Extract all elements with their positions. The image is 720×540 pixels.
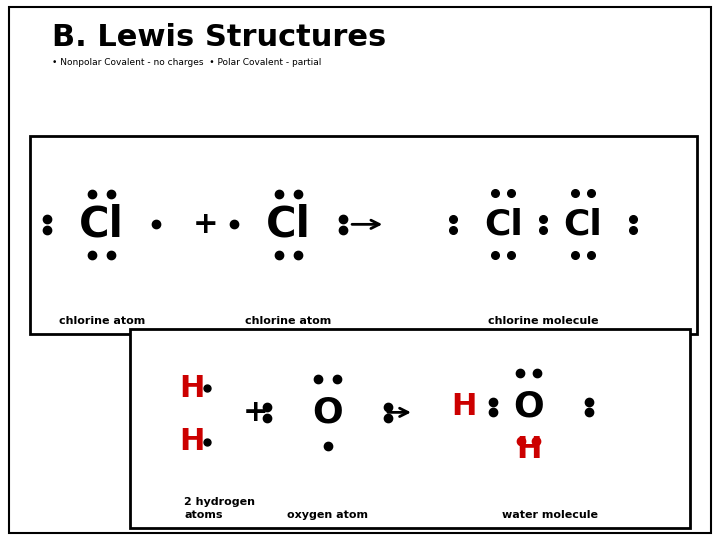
Text: +: +	[193, 210, 219, 239]
Text: B. Lewis Structures: B. Lewis Structures	[52, 23, 386, 52]
Text: H: H	[516, 435, 541, 464]
Text: Cl: Cl	[266, 204, 311, 245]
Text: O: O	[312, 395, 343, 429]
Text: water molecule: water molecule	[502, 510, 598, 520]
Text: chlorine atom: chlorine atom	[58, 316, 145, 326]
Text: +: +	[243, 398, 269, 427]
Text: H: H	[451, 393, 477, 422]
Text: H: H	[179, 374, 204, 403]
FancyBboxPatch shape	[9, 7, 711, 533]
Text: oxygen atom: oxygen atom	[287, 510, 368, 520]
Text: • Nonpolar Covalent - no charges  • Polar Covalent - partial: • Nonpolar Covalent - no charges • Polar…	[52, 58, 321, 67]
Text: H: H	[179, 428, 204, 456]
Text: Cl: Cl	[484, 207, 523, 241]
Text: chlorine atom: chlorine atom	[245, 316, 331, 326]
Text: chlorine molecule: chlorine molecule	[487, 316, 598, 326]
FancyBboxPatch shape	[130, 329, 690, 528]
Text: O: O	[513, 390, 544, 424]
Text: 2 hydrogen
atoms: 2 hydrogen atoms	[184, 497, 256, 520]
Text: Cl: Cl	[79, 204, 125, 245]
FancyBboxPatch shape	[30, 136, 697, 334]
Text: Cl: Cl	[563, 207, 602, 241]
